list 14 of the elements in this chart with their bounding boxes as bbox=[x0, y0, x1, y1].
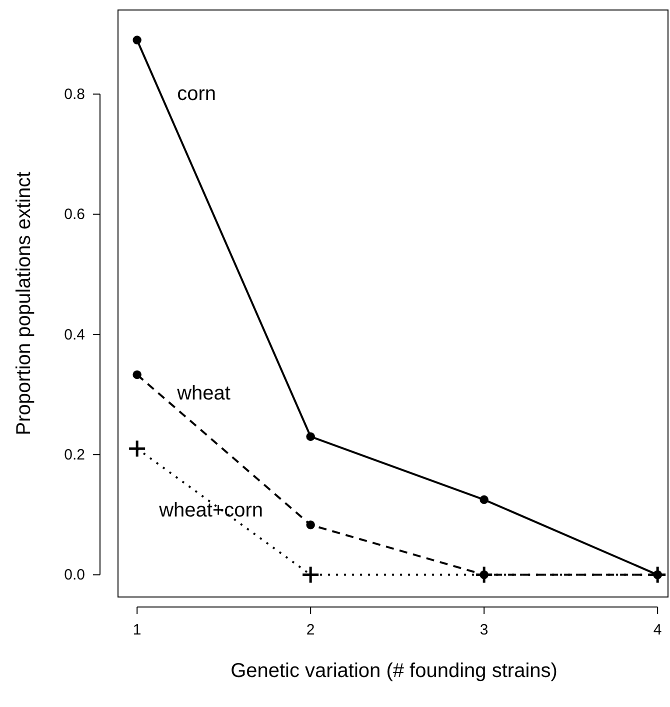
y-tick-label: 0.0 bbox=[64, 566, 85, 584]
x-tick-label: 2 bbox=[306, 622, 315, 639]
x-tick-label: 3 bbox=[480, 622, 488, 639]
x-tick-label: 4 bbox=[653, 622, 662, 639]
y-tick-label: 0.2 bbox=[64, 446, 85, 464]
series-label: corn bbox=[177, 83, 216, 106]
x-axis-title: Genetic variation (# founding strains) bbox=[230, 660, 558, 682]
y-axis-title: Proportion populations extinct bbox=[13, 171, 35, 436]
y-tick-label: 0.8 bbox=[64, 86, 85, 103]
y-tick-label: 0.4 bbox=[64, 326, 85, 344]
series-label: wheat+corn bbox=[158, 500, 264, 522]
x-tick-label: 1 bbox=[132, 622, 142, 639]
series-label: wheat bbox=[176, 382, 231, 405]
y-tick-label: 0.6 bbox=[64, 206, 85, 224]
